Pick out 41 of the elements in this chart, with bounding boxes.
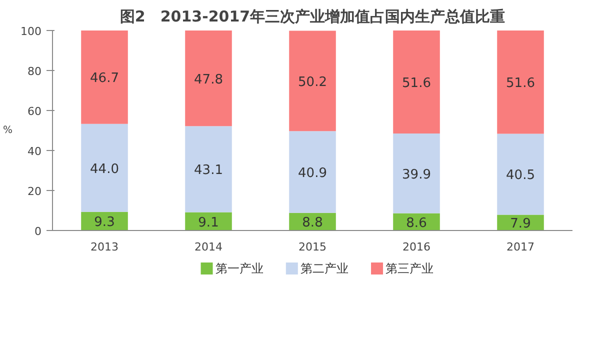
data-label: 43.1 xyxy=(194,163,223,178)
data-label: 44.0 xyxy=(90,162,119,177)
data-label: 50.2 xyxy=(298,74,327,90)
y-tick-label: 0 xyxy=(34,225,42,238)
bar xyxy=(185,126,232,212)
bar xyxy=(393,134,440,214)
y-axis-title: % xyxy=(3,125,13,136)
bar xyxy=(81,124,128,212)
legend-label: 第一产业 xyxy=(215,262,264,276)
chart-title: 图2 2013-2017年三次产业增加值占国内生产总值比重 xyxy=(120,8,506,26)
x-tick-label: 2017 xyxy=(506,240,535,254)
data-label: 8.8 xyxy=(302,216,323,231)
data-label: 9.3 xyxy=(94,215,115,230)
data-label: 40.5 xyxy=(506,168,535,184)
data-label: 47.8 xyxy=(194,72,223,88)
data-label: 51.6 xyxy=(506,76,535,92)
bar xyxy=(185,30,232,126)
y-tick-label: 60 xyxy=(28,105,42,118)
x-tick-label: 2013 xyxy=(90,240,119,254)
legend-label: 第二产业 xyxy=(300,262,348,276)
data-label: 8.6 xyxy=(406,216,427,231)
bar xyxy=(289,30,336,132)
data-label: 7.9 xyxy=(510,216,531,232)
data-label: 46.7 xyxy=(90,71,119,86)
y-tick-label: 80 xyxy=(28,65,42,78)
data-label: 51.6 xyxy=(402,76,431,91)
bar xyxy=(393,30,440,134)
x-tick-label: 2015 xyxy=(298,240,327,254)
y-tick-label: 100 xyxy=(20,25,42,38)
bar xyxy=(497,30,544,134)
data-label: 40.9 xyxy=(298,166,327,181)
data-label: 9.1 xyxy=(198,215,219,230)
y-tick-label: 40 xyxy=(28,145,42,158)
legend-label: 第三产业 xyxy=(386,262,434,276)
x-tick-label: 2016 xyxy=(402,240,431,254)
x-tick-label: 2014 xyxy=(194,240,223,254)
y-tick-label: 20 xyxy=(28,185,42,198)
bar xyxy=(497,134,544,215)
bar xyxy=(289,131,336,213)
bar xyxy=(81,30,128,124)
data-label: 39.9 xyxy=(402,167,431,182)
